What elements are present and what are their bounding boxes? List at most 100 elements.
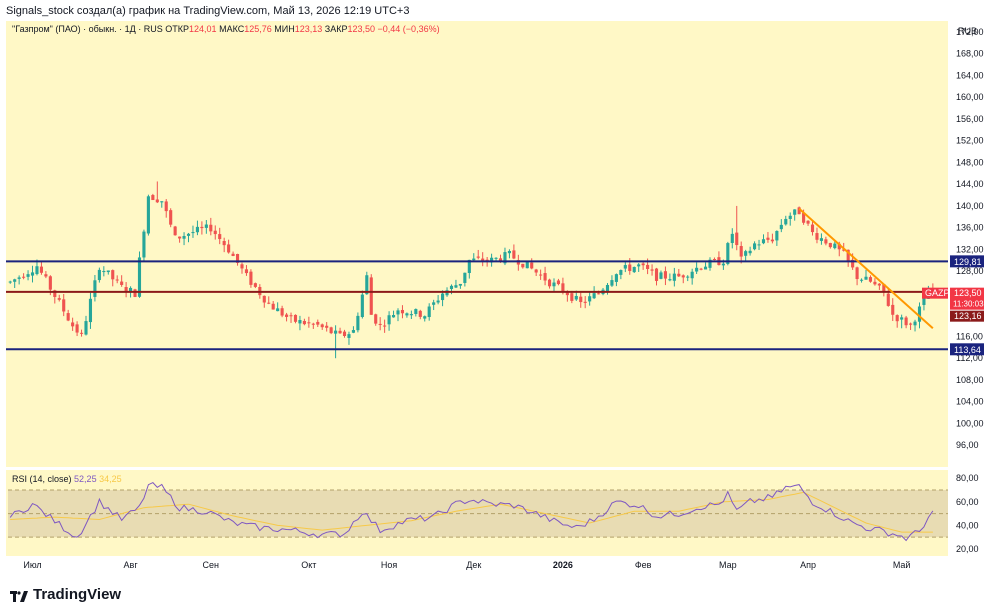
candle-body [436,300,440,303]
candle-body [721,263,725,266]
candle-body [637,264,641,267]
high-value: 125,76 [244,24,272,34]
price-tick-label: 144,00 [956,179,984,189]
candle-body [561,283,565,293]
rsi-tick-label: 40,00 [956,520,979,530]
price-tick-label: 148,00 [956,157,984,167]
candle-body [124,287,128,293]
countdown-text: 11:30:03 [953,300,984,309]
time-tick-label: Сен [203,560,220,570]
symbol-legend[interactable]: "Газпром" (ПАО) · обыкн. · 1Д · RUS ОТКР… [12,24,440,34]
candle-body [828,242,832,248]
candle-body [173,226,177,236]
candle-body [383,325,387,327]
candle-body [307,322,311,324]
rsi-tick-label: 60,00 [956,497,979,507]
candle-body [146,196,150,234]
candle-body [757,244,761,246]
secondary-price-badge [950,310,984,322]
candle-body [133,289,137,297]
price-tick-label: 128,00 [956,266,984,276]
candle-body [530,262,534,269]
candlestick-series [8,181,935,359]
candle-body [503,252,507,264]
candle-body [369,277,373,315]
candle-body [632,266,636,273]
candle-body [574,295,578,300]
candle-body [449,285,454,290]
candle-body [467,259,471,274]
candle-body [351,330,355,333]
price-tick-label: 156,00 [956,114,984,124]
candle-body [565,292,569,296]
candle-body [115,279,119,281]
price-tick-label: 168,00 [956,49,984,59]
candle-body [583,301,587,303]
candle-body [891,304,895,315]
candle-body [507,250,511,254]
candle-body [195,226,199,233]
close-value: 123,50 [347,24,376,34]
candle-body [842,249,846,251]
candle-body [614,274,618,282]
candle-body [753,243,757,250]
candle-body [53,290,57,297]
candle-body [35,266,39,275]
chart-caption: Signals_stock создал(а) график на Tradin… [6,5,410,17]
time-scale[interactable] [6,556,948,574]
candle-body [39,266,43,273]
candle-body [405,313,409,316]
candle-body [249,271,253,285]
tradingview-logo[interactable]: TradingView [10,586,121,603]
rsi-series [9,481,934,542]
candle-body [75,324,79,333]
candle-body [57,298,61,300]
price-tick-label: 112,00 [956,353,983,363]
candle-body [521,263,525,268]
candle-body [547,279,552,287]
horizontal-levels: 129,81 113,64 [6,255,984,356]
candle-body [400,309,405,314]
candle-body [342,331,347,337]
candle-body [570,293,574,301]
candle-body [427,306,431,318]
price-tick-label: 140,00 [956,201,984,211]
candle-body [797,207,801,215]
rsi-bands [8,489,948,538]
candle-body [650,269,654,271]
candle-body [418,310,422,317]
price-tick-label: 132,00 [956,244,984,254]
candle-body [334,330,338,334]
candle-body [476,256,480,258]
time-tick-label: Окт [301,560,316,570]
candle-body [356,315,360,331]
candle-body [218,234,222,240]
candle-body [360,294,364,318]
candle-body [66,313,70,321]
candle-body [142,231,146,258]
candle-body [155,199,159,203]
rsi-ma-line [10,491,933,533]
candle-body [833,243,837,249]
rsi-legend[interactable]: RSI (14, close) 52,25 34,25 [12,474,122,484]
rsi-axis-ticks: 20,00 40,00 60,00 80,00 [956,473,979,554]
last-price-text: 123,50 [954,288,982,298]
candle-body [877,283,881,286]
candle-body [837,243,841,250]
candle-body [543,273,547,281]
candle-body [498,258,503,262]
main-price-pane[interactable] [6,21,948,467]
candle-body [22,276,26,278]
rsi-ma-value: 34,25 [99,474,122,484]
candle-body [605,284,610,292]
candle-body [240,264,244,269]
high-label: МАКС [219,24,245,34]
candle-body [552,282,556,287]
candle-body [227,244,231,253]
candle-body [30,272,35,276]
candle-body [619,270,623,275]
candle-body [534,269,538,273]
candle-body [396,310,400,315]
candle-body [494,257,498,259]
